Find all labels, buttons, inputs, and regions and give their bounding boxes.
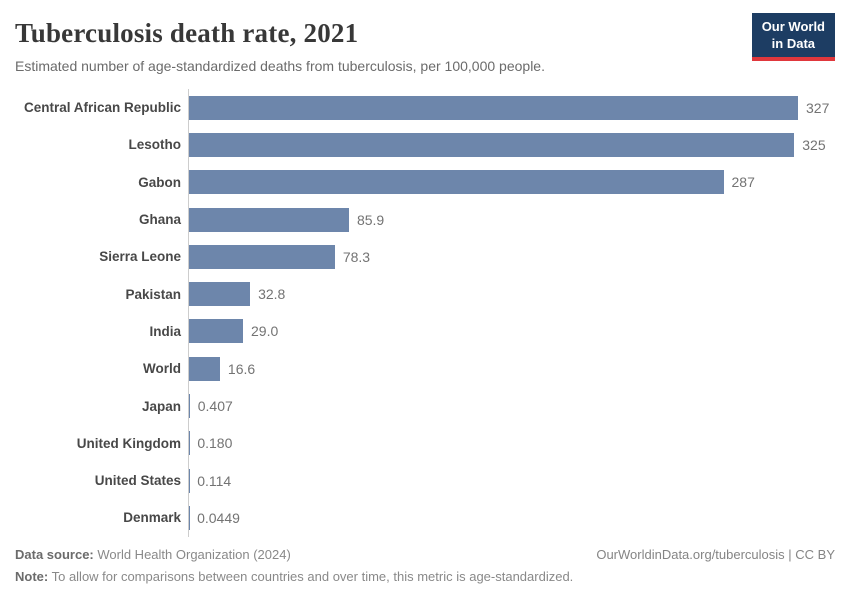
bar-track: 287	[188, 163, 835, 201]
bar[interactable]	[189, 170, 724, 195]
bar-chart: Central African Republic 327 Lesotho 325 Gab…	[15, 89, 835, 537]
bar-track: 325	[188, 126, 835, 164]
bar-track: 32.8	[188, 275, 835, 313]
country-label: United Kingdom	[76, 435, 181, 451]
country-label: Gabon	[138, 174, 181, 190]
value-label: 287	[731, 174, 755, 191]
chart-footer: Data source: World Health Organization (…	[15, 544, 835, 588]
bar-row[interactable]: Ghana 85.9	[15, 200, 835, 239]
bar[interactable]	[189, 244, 335, 269]
bar-track: 0.407	[188, 387, 835, 425]
bar-row[interactable]: Pakistan 32.8	[15, 275, 835, 313]
value-label: 29.0	[251, 323, 279, 340]
page-title: Tuberculosis death rate, 2021	[15, 18, 359, 48]
chart-subtitle: Estimated number of age-standardized dea…	[15, 58, 545, 74]
bar-track: 16.6	[188, 350, 835, 388]
note: Note: To allow for comparisons between c…	[15, 569, 573, 584]
value-label: 16.6	[227, 360, 256, 377]
country-label: Japan	[141, 398, 181, 414]
owid-logo-line1: Our World	[761, 19, 825, 34]
bar-track: 85.9	[188, 200, 835, 239]
bar[interactable]	[189, 132, 795, 157]
country-label: Denmark	[123, 510, 181, 526]
bar-track: 0.114	[188, 461, 835, 500]
bar-row[interactable]: United Kingdom 0.180	[15, 424, 835, 462]
value-label: 325	[802, 136, 826, 153]
country-label: Ghana	[138, 212, 181, 228]
data-source-label: Data source:	[15, 546, 94, 562]
bar[interactable]	[189, 282, 251, 307]
country-label: Central African Republic	[23, 100, 181, 116]
bar-row[interactable]: Central African Republic 327	[15, 89, 835, 127]
value-label: 32.8	[258, 286, 286, 303]
note-text: To allow for comparisons between countri…	[48, 568, 574, 584]
bar-row[interactable]: Japan 0.407	[15, 387, 835, 425]
value-label: 78.3	[342, 248, 371, 265]
bar[interactable]	[189, 95, 798, 120]
country-label: India	[149, 323, 181, 339]
bar[interactable]	[189, 356, 220, 381]
data-source-text: World Health Organization (2024)	[93, 546, 291, 562]
bar-row[interactable]: Denmark 0.0449	[15, 499, 835, 537]
bar-rows: Central African Republic 327 Lesotho 325 Gab…	[15, 89, 835, 537]
bar-row[interactable]: World 16.6	[15, 350, 835, 388]
bar-row[interactable]: India 29.0	[15, 312, 835, 351]
bar-row[interactable]: United States 0.114	[15, 461, 835, 500]
bar-track: 0.0449	[188, 499, 835, 537]
country-label: World	[143, 361, 181, 377]
country-label: Lesotho	[128, 137, 182, 153]
value-label: 0.114	[197, 472, 232, 489]
bar-track: 78.3	[188, 238, 835, 276]
bar-track: 29.0	[188, 312, 835, 351]
value-label: 0.407	[197, 398, 233, 415]
bar[interactable]	[189, 394, 190, 419]
owid-logo-line2: in Data	[771, 35, 816, 51]
value-label: 85.9	[356, 211, 385, 228]
source-link[interactable]: OurWorldinData.org/tuberculosis | CC BY	[596, 546, 835, 562]
country-label: Pakistan	[125, 286, 181, 302]
bar-row[interactable]: Gabon 287	[15, 163, 835, 201]
country-label: United States	[94, 473, 181, 489]
owid-logo[interactable]: Our World in Data	[751, 13, 835, 61]
bar-track: 0.180	[188, 424, 835, 462]
note-label: Note:	[15, 568, 49, 584]
bar-row[interactable]: Lesotho 325	[15, 126, 835, 164]
bar-track: 327	[188, 89, 835, 127]
bar-row[interactable]: Sierra Leone 78.3	[15, 238, 835, 276]
bar[interactable]	[189, 207, 349, 232]
value-label: 0.180	[197, 435, 233, 452]
bar[interactable]	[189, 319, 243, 344]
data-source: Data source: World Health Organization (…	[15, 544, 291, 566]
country-label: Sierra Leone	[99, 249, 181, 265]
value-label: 0.0449	[197, 509, 240, 526]
value-label: 327	[806, 99, 830, 116]
